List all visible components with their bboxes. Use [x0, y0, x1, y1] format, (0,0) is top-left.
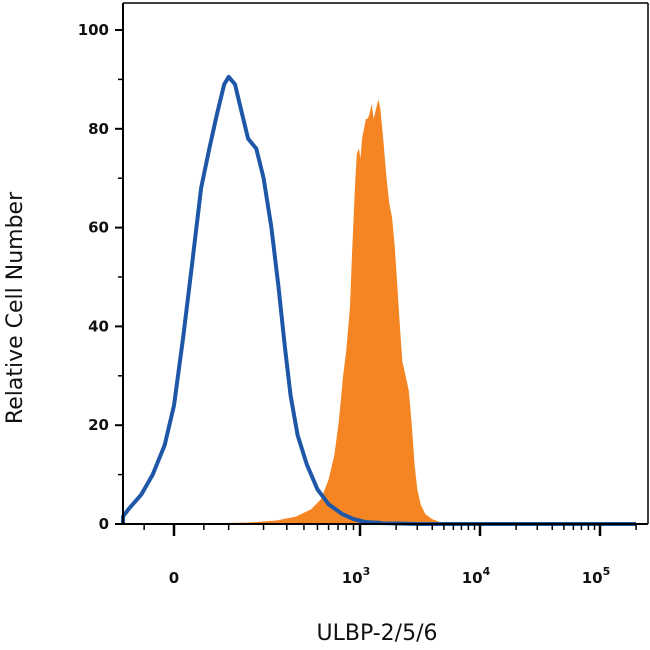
x-tick-label: 103 — [342, 565, 371, 587]
x-tick-exponent: 5 — [603, 565, 611, 578]
y-tick-label: 80 — [88, 120, 109, 138]
y-tick-label: 20 — [88, 416, 109, 434]
series-layer — [121, 74, 637, 526]
y-tick-label: 60 — [88, 219, 109, 237]
x-tick-exponent: 3 — [363, 565, 371, 578]
y-axis-title: Relative Cell Number — [3, 191, 28, 424]
y-tick-label: 0 — [99, 515, 109, 533]
series-filled-area — [174, 99, 444, 524]
x-tick-label: 104 — [462, 565, 491, 587]
series-outline-line — [121, 74, 637, 526]
x-axis-title: ULBP-2/5/6 — [317, 621, 438, 646]
x-tick-label: 105 — [582, 565, 611, 587]
axis-layer: 0 20 40 60 80 100 0 103 104 105 — [78, 2, 649, 587]
y-tick-label: 100 — [78, 21, 109, 39]
y-tick-label: 40 — [88, 317, 109, 335]
x-tick-exponent: 4 — [483, 565, 491, 578]
x-tick-label: 0 — [169, 569, 179, 587]
